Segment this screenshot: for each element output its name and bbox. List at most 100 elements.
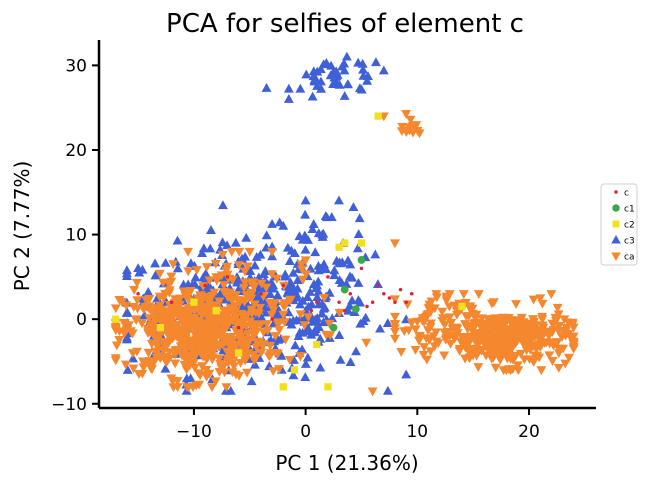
point-ca <box>553 349 564 359</box>
point-ca <box>182 328 193 338</box>
point-c3 <box>133 263 144 273</box>
point-c3 <box>321 264 331 274</box>
y-tick-label: 20 <box>65 141 87 161</box>
point-ca <box>410 325 421 335</box>
point-c3 <box>272 290 283 300</box>
point-c3 <box>345 271 355 281</box>
point-c2 <box>190 298 198 306</box>
point-ca <box>222 354 233 364</box>
point-ca <box>207 383 217 393</box>
point-ca <box>229 344 240 354</box>
point-ca <box>239 283 250 293</box>
point-c2 <box>335 243 343 251</box>
point-c <box>398 287 403 292</box>
point-ca <box>205 348 216 358</box>
point-ca <box>528 295 539 305</box>
point-c1 <box>351 305 360 313</box>
point-ca <box>537 312 548 322</box>
point-c3 <box>282 287 293 297</box>
x-tick-label: 20 <box>518 422 540 442</box>
x-tick-label: 10 <box>406 422 428 442</box>
point-ca <box>267 302 278 312</box>
point-c3 <box>197 248 208 258</box>
point-ca <box>209 301 220 311</box>
point-ca <box>119 329 130 339</box>
point-c3 <box>261 83 272 92</box>
series-c2 <box>112 112 466 391</box>
point-ca <box>298 275 308 285</box>
point-ca <box>467 324 478 334</box>
point-c3 <box>172 263 183 273</box>
point-ca <box>458 290 469 299</box>
point-ca <box>490 314 501 324</box>
point-c3 <box>206 225 216 235</box>
point-ca <box>367 387 378 397</box>
point-ca <box>295 310 306 320</box>
point-ca <box>145 364 156 374</box>
point-ca <box>249 282 260 291</box>
point-c3 <box>315 333 326 343</box>
series-c <box>136 266 414 330</box>
point-c3 <box>337 61 348 71</box>
point-ca <box>175 325 186 335</box>
point-ca <box>414 336 424 346</box>
point-c3 <box>265 289 276 299</box>
point-c3 <box>311 74 322 84</box>
point-ca <box>301 270 312 280</box>
point-ca <box>300 256 311 266</box>
point-ca <box>233 261 244 270</box>
point-ca <box>433 339 444 349</box>
point-ca <box>268 367 279 377</box>
point-c3 <box>312 292 323 301</box>
point-c <box>342 308 347 313</box>
point-c3 <box>285 316 295 326</box>
point-ca <box>271 274 282 284</box>
point-c <box>281 283 286 288</box>
point-c3 <box>280 271 291 281</box>
point-c2 <box>279 383 287 391</box>
point-ca <box>552 303 563 313</box>
point-ca <box>226 247 237 257</box>
point-c2 <box>156 323 165 332</box>
point-ca <box>266 270 277 280</box>
point-ca <box>182 312 193 322</box>
x-tick-label: 0 <box>300 422 311 442</box>
point-ca <box>426 297 437 307</box>
point-ca <box>240 356 251 366</box>
point-ca <box>197 333 208 343</box>
point-ca <box>211 273 222 283</box>
point-ca <box>110 304 121 314</box>
point-c3 <box>371 57 381 67</box>
point-c3 <box>300 358 311 368</box>
point-c3 <box>288 267 299 277</box>
point-c3 <box>310 247 321 257</box>
point-c <box>337 300 341 305</box>
point-ca <box>284 355 295 365</box>
point-c3 <box>293 331 304 341</box>
point-ca <box>563 318 574 328</box>
point-c1 <box>329 323 338 332</box>
legend-label-c: c <box>624 189 629 199</box>
point-ca <box>111 341 122 351</box>
point-ca <box>460 298 471 308</box>
point-c3 <box>310 326 320 336</box>
point-ca <box>149 358 160 368</box>
point-ca <box>217 250 228 260</box>
point-ca <box>533 340 544 350</box>
point-c <box>259 292 263 296</box>
point-ca <box>234 371 245 381</box>
point-ca <box>438 314 448 324</box>
point-ca <box>519 355 530 365</box>
legend-marker-c3 <box>611 235 621 244</box>
point-c3 <box>283 94 294 103</box>
point-c3 <box>222 240 232 250</box>
point-c3 <box>245 266 256 275</box>
point-ca <box>211 276 222 286</box>
point-c3 <box>348 202 359 212</box>
point-c3 <box>297 295 308 305</box>
y-axis-label: PC 2 (7.77%) <box>10 161 34 292</box>
point-ca <box>256 279 267 289</box>
point-ca <box>390 239 400 249</box>
point-ca <box>164 348 175 358</box>
